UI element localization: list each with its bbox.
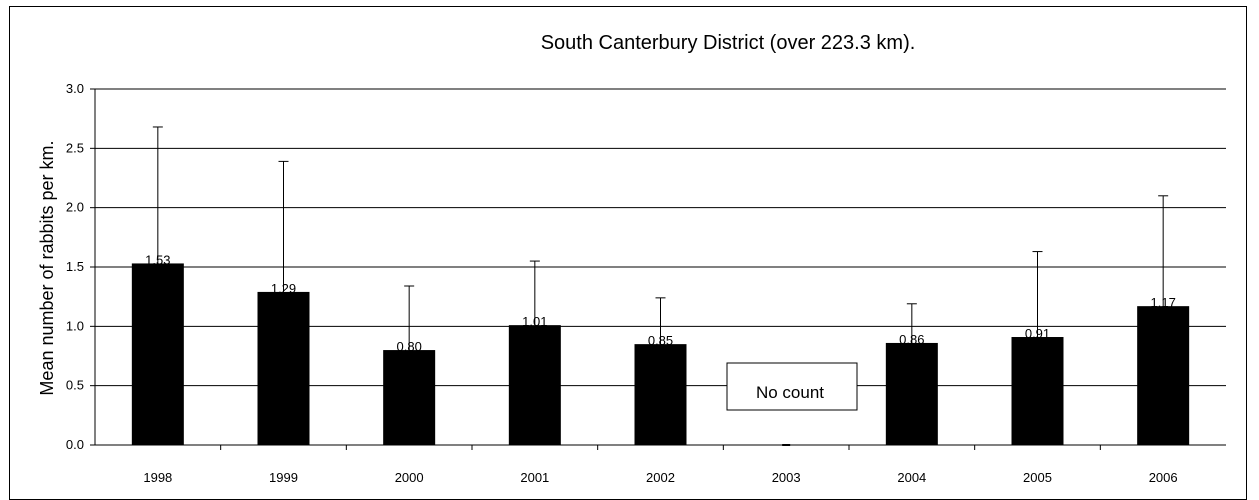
bar	[508, 325, 561, 445]
bar	[383, 350, 436, 445]
x-tick-label: 2001	[520, 470, 549, 485]
data-label: 0.80	[397, 339, 422, 354]
y-tick-label: 2.0	[66, 200, 84, 215]
data-label: 0.85	[648, 333, 673, 348]
y-tick-label: 0.0	[66, 437, 84, 452]
data-label: 0.86	[899, 332, 924, 347]
x-tick-label: 1999	[269, 470, 298, 485]
bar	[131, 263, 184, 445]
bars	[131, 263, 1190, 446]
data-label: 1.17	[1151, 295, 1176, 310]
axes	[94, 89, 1226, 446]
x-tick-label: 2002	[646, 470, 675, 485]
x-tick-label: 1998	[143, 470, 172, 485]
chart-title: South Canterbury District (over 223.3 km…	[541, 32, 916, 54]
y-tick-label: 2.5	[66, 140, 84, 155]
y-axis-label: Mean number of rabbits per km.	[37, 140, 57, 395]
no-count-annotation: No count	[726, 362, 858, 411]
x-tick-label: 2000	[395, 470, 424, 485]
data-label: 1.29	[271, 281, 296, 296]
y-axis-ticks: 0.0 0.5 1.0 1.5 2.0 2.5 3.0	[66, 81, 95, 452]
error-bars	[152, 126, 1169, 351]
bar	[1137, 306, 1190, 445]
x-tick-label: 2004	[897, 470, 926, 485]
data-label: 0.91	[1025, 326, 1050, 341]
data-label: 1.53	[145, 252, 170, 267]
data-labels: 1.53 1.29 0.80 1.01 0.85 0.86 0.91 1.17	[145, 252, 1176, 354]
y-tick-label: 1.5	[66, 259, 84, 274]
bar	[885, 342, 938, 445]
annotation-box	[726, 362, 858, 411]
annotation-text: No count	[756, 383, 824, 402]
x-tick-label: 2003	[772, 470, 801, 485]
x-tick-label: 2006	[1149, 470, 1178, 485]
y-tick-label: 0.5	[66, 378, 84, 393]
bar	[257, 291, 310, 445]
bar	[1011, 337, 1064, 445]
y-tick-label: 1.0	[66, 318, 84, 333]
bar	[634, 344, 687, 445]
x-axis-ticks: 1998 1999 2000 2001 2002 2003 2004 2005 2006	[143, 445, 1178, 485]
y-tick-label: 3.0	[66, 81, 84, 96]
x-tick-label: 2005	[1023, 470, 1052, 485]
data-label: 1.01	[522, 314, 547, 329]
